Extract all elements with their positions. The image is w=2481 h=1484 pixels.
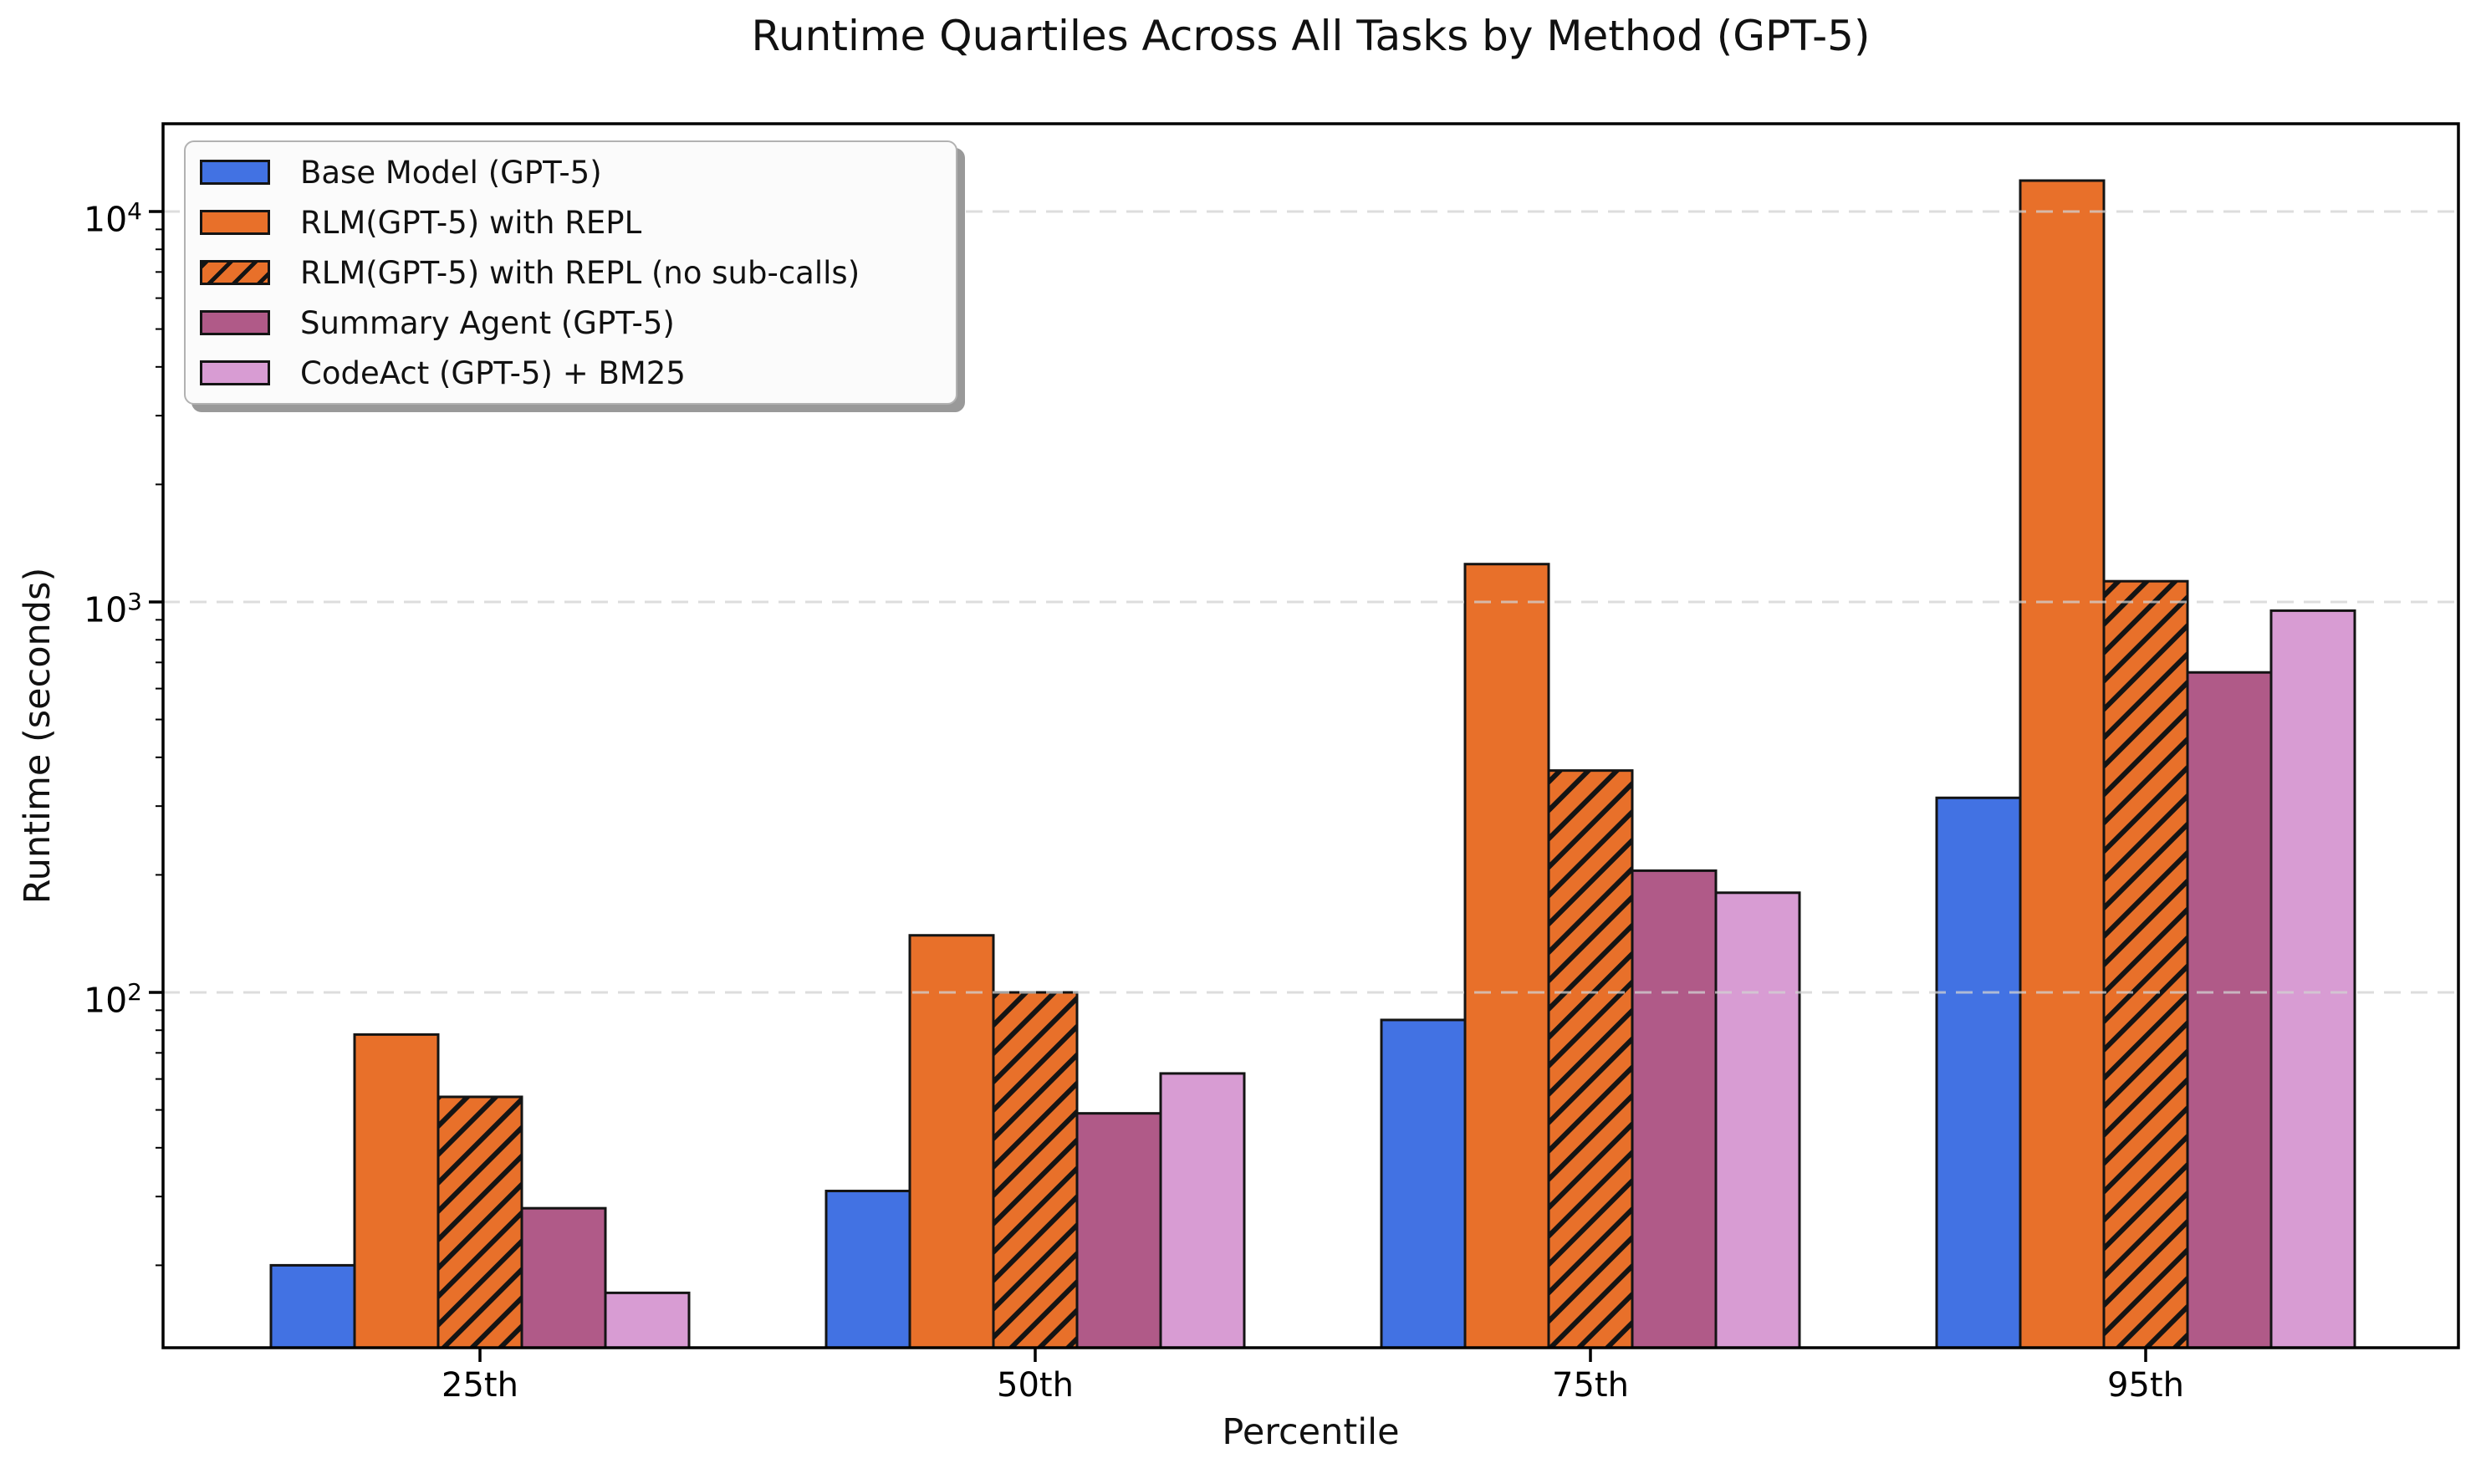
bar-95th-series-2 — [2102, 579, 2189, 1349]
legend: Base Model (GPT-5) RLM(GPT-5) with REPL RL… — [184, 140, 957, 405]
legend-item: RLM(GPT-5) with REPL — [186, 197, 956, 247]
bar-75th-series-1 — [1463, 563, 1550, 1349]
bar-75th-series-3 — [1631, 869, 1718, 1349]
bar-25th-series-3 — [520, 1206, 607, 1349]
x-tick-label-25th: 25th — [442, 1366, 518, 1405]
bar-95th-series-4 — [2269, 609, 2356, 1349]
legend-swatch-1 — [200, 210, 270, 235]
bar-75th-series-4 — [1714, 891, 1801, 1349]
legend-swatch-3 — [200, 310, 270, 335]
bar-95th-series-1 — [2019, 179, 2106, 1349]
y-tick-label: 102 — [84, 977, 142, 1021]
legend-item: Base Model (GPT-5) — [186, 147, 956, 197]
y-tick-label: 104 — [84, 196, 142, 240]
bar-25th-series-2 — [436, 1095, 523, 1349]
legend-swatch-4 — [200, 360, 270, 385]
x-tick-label-75th: 75th — [1552, 1366, 1629, 1405]
legend-label: RLM(GPT-5) with REPL (no sub-calls) — [300, 254, 860, 291]
legend-item: Summary Agent (GPT-5) — [186, 298, 956, 348]
x-axis-label: Percentile — [1222, 1411, 1400, 1453]
legend-swatch-0 — [200, 160, 270, 185]
plot-spines — [161, 122, 2460, 1349]
bar-75th-series-2 — [1547, 769, 1634, 1349]
bar-50th-series-4 — [1159, 1072, 1246, 1349]
legend-label: Base Model (GPT-5) — [300, 154, 602, 191]
bar-25th-series-0 — [269, 1263, 356, 1349]
legend-item: CodeAct (GPT-5) + BM25 — [186, 348, 956, 398]
bar-25th-series-4 — [604, 1291, 691, 1349]
legend-label: CodeAct (GPT-5) + BM25 — [300, 354, 686, 391]
bar-75th-series-0 — [1380, 1018, 1467, 1349]
x-tick-label-50th: 50th — [997, 1366, 1074, 1405]
x-tick-label-95th: 95th — [2107, 1366, 2184, 1405]
bar-95th-series-3 — [2186, 671, 2273, 1349]
legend-label: Summary Agent (GPT-5) — [300, 304, 675, 341]
bar-50th-series-1 — [908, 934, 995, 1349]
y-tick-label: 103 — [84, 587, 142, 630]
bar-25th-series-1 — [353, 1033, 440, 1349]
chart-title: Runtime Quartiles Across All Tasks by Me… — [751, 12, 1871, 60]
legend-label: RLM(GPT-5) with REPL — [300, 204, 642, 241]
bar-50th-series-3 — [1075, 1112, 1162, 1349]
bar-50th-series-2 — [992, 991, 1079, 1349]
bar-50th-series-0 — [824, 1190, 911, 1349]
legend-swatch-hatched — [200, 260, 270, 285]
legend-item: RLM(GPT-5) with REPL (no sub-calls) — [186, 247, 956, 298]
bar-95th-series-0 — [1935, 796, 2022, 1349]
